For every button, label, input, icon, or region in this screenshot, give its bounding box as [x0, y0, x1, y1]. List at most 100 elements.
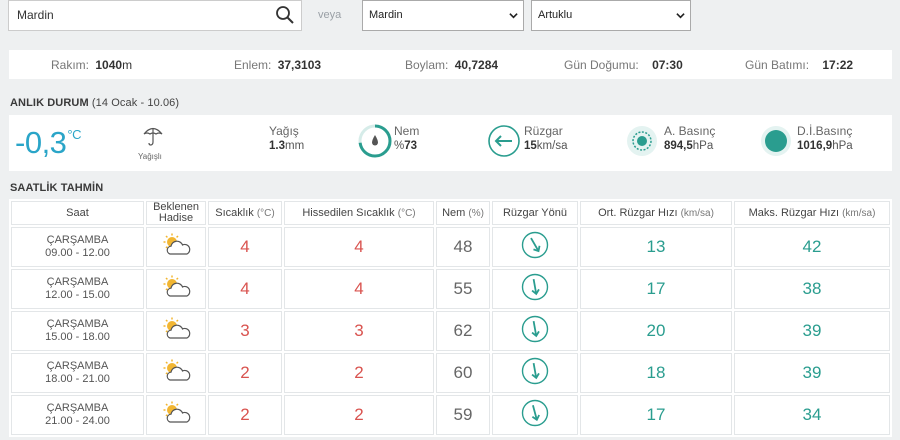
cell-temp: 2	[208, 395, 282, 435]
cell-humidity: 62	[436, 311, 490, 351]
humidity-gauge-icon	[358, 124, 392, 158]
wind-direction-icon	[521, 315, 549, 342]
cell-wind-dir	[492, 395, 578, 435]
col-humidity-label: Nem	[442, 206, 466, 219]
longitude: Boylam: 40,7284	[405, 58, 498, 72]
cell-weather	[146, 227, 206, 267]
partly-cloudy-icon	[160, 233, 192, 261]
cell-time: ÇARŞAMBA 21.00 - 24.00	[11, 395, 144, 435]
cell-time: ÇARŞAMBA 09.00 - 12.00	[11, 227, 144, 267]
sunrise-value: 07:30	[652, 58, 683, 72]
rain-label: Yağış	[269, 124, 299, 138]
cell-max-wind: 39	[734, 311, 890, 351]
table-row: ÇARŞAMBA 21.00 - 24.00 2 2 59 17 34	[11, 395, 890, 435]
cell-day: ÇARŞAMBA	[46, 276, 109, 288]
sea-pressure-icon	[761, 126, 791, 156]
table-row: ÇARŞAMBA 12.00 - 15.00 4 4 55 17 38	[11, 269, 890, 309]
wind-block: Rüzgar 15km/sa	[524, 124, 567, 152]
sunset-value: 17:22	[822, 58, 854, 72]
sea-pressure-label: D.İ.Basınç	[797, 124, 853, 138]
search-input[interactable]: Mardin	[8, 0, 302, 31]
city-select[interactable]: Mardin	[362, 0, 524, 31]
col-temp-unit: (°C)	[256, 207, 275, 219]
col-weather-line2: Hadise	[158, 212, 194, 224]
current-title: ANLIK DURUM	[10, 97, 89, 109]
rain-unit: mm	[285, 140, 305, 152]
forecast-header-row: Saat Beklenen Hadise Sıcaklık (°C) Hisse…	[11, 201, 890, 225]
altitude-value: 1040	[95, 58, 123, 72]
partly-cloudy-icon	[160, 401, 192, 429]
cell-temp: 4	[208, 227, 282, 267]
col-time: Saat	[11, 201, 144, 225]
table-row: ÇARŞAMBA 18.00 - 21.00 2 2 60 18 39	[11, 353, 890, 393]
wind-value: 15	[524, 140, 537, 152]
cell-avg-wind: 18	[580, 353, 732, 393]
cell-feels: 3	[284, 311, 434, 351]
current-temperature: -0,3°C	[15, 125, 82, 161]
col-feels-unit: (°C)	[397, 207, 416, 219]
pressure-value: 894,5	[664, 140, 693, 152]
cell-wind-dir	[492, 269, 578, 309]
humidity-label: Nem	[394, 124, 420, 138]
cell-avg-wind: 20	[580, 311, 732, 351]
forecast-title: SAATLİK TAHMİN	[10, 182, 104, 194]
wind-unit: km/sa	[536, 140, 568, 152]
col-avg-wind-unit: (km/sa)	[680, 207, 714, 219]
humidity-value: 73	[404, 140, 418, 152]
cell-range: 12.00 - 15.00	[45, 289, 110, 301]
cell-time: ÇARŞAMBA 18.00 - 21.00	[11, 353, 144, 393]
pressure-label: A. Basınç	[664, 124, 716, 138]
cell-humidity: 59	[436, 395, 490, 435]
chevron-down-icon	[676, 13, 685, 19]
district-select[interactable]: Artuklu	[531, 0, 691, 31]
sea-pressure-unit: hPa	[832, 140, 853, 152]
cell-humidity: 55	[436, 269, 490, 309]
partly-cloudy-icon	[160, 317, 192, 345]
humidity-prefix: %	[394, 140, 405, 152]
city-select-value: Mardin	[369, 9, 403, 21]
search-input-value: Mardin	[17, 8, 54, 22]
col-humidity: Nem (%)	[436, 201, 490, 225]
location-info-bar: Rakım: 1040m Enlem: 37,3103 Boylam: 40,7…	[9, 50, 892, 79]
cell-max-wind: 38	[734, 269, 890, 309]
col-max-wind: Maks. Rüzgar Hızı (km/sa)	[734, 201, 890, 225]
cell-weather	[146, 269, 206, 309]
cell-feels: 2	[284, 395, 434, 435]
rain-value: 1.3	[269, 140, 285, 152]
col-temp: Sıcaklık (°C)	[208, 201, 282, 225]
forecast-table: Saat Beklenen Hadise Sıcaklık (°C) Hisse…	[9, 199, 892, 437]
wind-label: Rüzgar	[524, 124, 563, 138]
col-feels: Hissedilen Sıcaklık (°C)	[284, 201, 434, 225]
cell-feels: 4	[284, 227, 434, 267]
cell-day: ÇARŞAMBA	[46, 318, 109, 330]
search-icon[interactable]	[275, 5, 295, 25]
cell-avg-wind: 17	[580, 269, 732, 309]
col-humidity-unit: (%)	[468, 207, 484, 219]
chevron-down-icon	[509, 13, 518, 19]
col-weather: Beklenen Hadise	[146, 201, 206, 225]
humidity-block: Nem %73	[394, 124, 419, 152]
longitude-value: 40,7284	[454, 58, 499, 72]
cell-max-wind: 42	[734, 227, 890, 267]
col-max-wind-unit: (km/sa)	[842, 207, 876, 219]
cell-time: ÇARŞAMBA 15.00 - 18.00	[11, 311, 144, 351]
cell-time: ÇARŞAMBA 12.00 - 15.00	[11, 269, 144, 309]
cell-temp: 2	[208, 353, 282, 393]
cell-range: 21.00 - 24.00	[45, 415, 110, 427]
table-row: ÇARŞAMBA 15.00 - 18.00 3 3 62 20 39	[11, 311, 890, 351]
umbrella-icon	[143, 127, 163, 146]
altitude-unit: m	[122, 58, 133, 72]
cell-day: ÇARŞAMBA	[46, 360, 109, 372]
rain-block: Yağış 1.3mm	[269, 124, 304, 152]
cell-range: 15.00 - 18.00	[45, 331, 110, 343]
wind-direction-icon	[521, 231, 549, 258]
cell-wind-dir	[492, 353, 578, 393]
pressure-icon	[627, 126, 657, 156]
cell-feels: 4	[284, 269, 434, 309]
district-select-value: Artuklu	[538, 9, 573, 21]
cell-max-wind: 34	[734, 395, 890, 435]
cell-temp: 4	[208, 269, 282, 309]
col-weather-line1: Beklenen	[153, 201, 199, 213]
col-max-wind-label: Maks. Rüzgar Hızı	[748, 206, 840, 219]
wind-direction-icon	[521, 273, 549, 300]
